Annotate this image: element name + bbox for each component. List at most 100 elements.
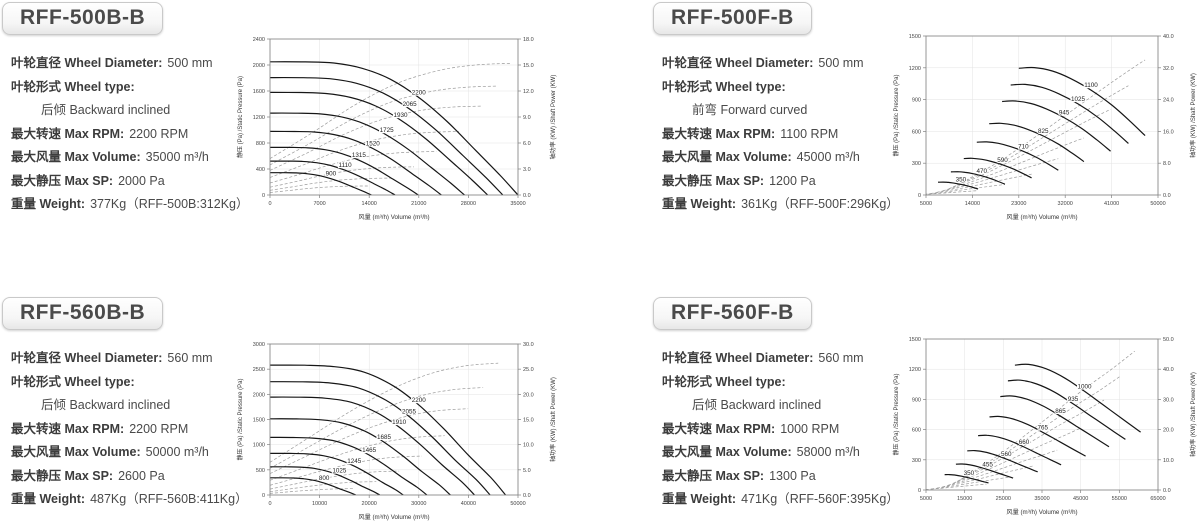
svg-text:710: 710 xyxy=(1018,143,1029,150)
svg-text:18.0: 18.0 xyxy=(523,37,534,43)
svg-text:15.0: 15.0 xyxy=(523,418,534,424)
spec-row-max-rpm: 最大转速 Max RPM: 1000 RPM xyxy=(662,418,899,442)
svg-text:1500: 1500 xyxy=(909,337,921,343)
performance-chart-rff-560b-b: 0 10000 20000 30000 40000 50000 0 500 1000 1500 20… xyxy=(234,335,560,525)
spec-label: 最大转速 Max RPM: xyxy=(11,421,125,436)
svg-text:轴功率 (KW) /Shaft Power (KW): 轴功率 (KW) /Shaft Power (KW) xyxy=(1189,73,1197,158)
spec-row-wheel-type: 叶轮形式 Wheel type: xyxy=(11,371,248,395)
spec-label: 叶轮直径 Wheel Diameter: xyxy=(11,56,163,70)
svg-text:1200: 1200 xyxy=(253,115,265,121)
spec-row-max-volume: 最大风量 Max Volume: 35000 m³/h xyxy=(11,146,249,170)
svg-text:16.0: 16.0 xyxy=(1163,129,1174,135)
svg-text:900: 900 xyxy=(326,171,337,178)
svg-text:560: 560 xyxy=(1001,451,1012,458)
svg-text:3.0: 3.0 xyxy=(523,167,531,173)
performance-chart-rff-560f-b: 5000 15000 25000 35000 45000 55000 65000 0 300 60… xyxy=(890,330,1200,520)
svg-text:2400: 2400 xyxy=(253,37,265,43)
spec-list: 叶轮直径 Wheel Diameter: 560 mm 叶轮形式 Wheel ty… xyxy=(11,347,248,512)
model-section-rff-560f-b: RFF-560F-B 叶轮直径 Wheel Diameter: 560 mm 叶轮… xyxy=(600,295,1200,525)
svg-text:470: 470 xyxy=(976,168,987,175)
svg-text:6.0: 6.0 xyxy=(523,141,531,147)
spec-label: 最大转速 Max RPM: xyxy=(662,126,776,141)
svg-text:590: 590 xyxy=(997,157,1008,164)
svg-text:800: 800 xyxy=(256,141,265,147)
svg-text:350: 350 xyxy=(964,470,975,477)
spec-label: 叶轮形式 Wheel type: xyxy=(662,374,786,389)
spec-value: 500 mm xyxy=(818,56,864,70)
spec-row-wheel-diameter: 叶轮直径 Wheel Diameter: 560 mm xyxy=(11,347,248,371)
spec-label: 重量 Weight: xyxy=(662,492,737,506)
spec-row-wheel-type-value: 后倾 Backward inclined xyxy=(662,394,899,418)
svg-text:65000: 65000 xyxy=(1150,496,1165,502)
spec-row-weight: 重量 Weight: 487Kg（RFF-560B:411Kg） xyxy=(11,488,248,512)
spec-value: 后倾 Backward inclined xyxy=(41,398,171,412)
spec-label: 叶轮形式 Wheel type: xyxy=(662,79,786,94)
model-badge: RFF-560F-B xyxy=(653,297,812,330)
spec-row-wheel-diameter: 叶轮直径 Wheel Diameter: 500 mm xyxy=(11,52,249,76)
spec-value: 50000 m³/h xyxy=(145,445,209,459)
svg-text:40000: 40000 xyxy=(461,501,476,507)
spec-value: 58000 m³/h xyxy=(796,445,860,459)
svg-text:轴功率 (KW) /Shaft Power (KW): 轴功率 (KW) /Shaft Power (KW) xyxy=(549,75,557,160)
svg-text:30000: 30000 xyxy=(411,501,426,507)
svg-text:14000: 14000 xyxy=(362,201,377,207)
svg-text:0.0: 0.0 xyxy=(1163,488,1171,494)
svg-text:2055: 2055 xyxy=(402,408,417,415)
spec-value: 1200 Pa xyxy=(769,173,816,188)
svg-text:400: 400 xyxy=(256,167,265,173)
spec-row-wheel-diameter: 叶轮直径 Wheel Diameter: 560 mm xyxy=(662,347,899,371)
svg-text:1100: 1100 xyxy=(1084,82,1098,89)
svg-text:0: 0 xyxy=(918,488,921,494)
svg-text:945: 945 xyxy=(1059,110,1070,117)
spec-label: 叶轮直径 Wheel Diameter: xyxy=(662,56,814,70)
spec-row-wheel-type-value: 后倾 Backward inclined xyxy=(11,99,249,123)
spec-label: 最大风量 Max Volume: xyxy=(662,150,792,164)
spec-value: 1100 RPM xyxy=(780,126,839,141)
svg-text:0.0: 0.0 xyxy=(1163,193,1171,199)
spec-value: 560 mm xyxy=(818,351,864,365)
svg-text:10.0: 10.0 xyxy=(1163,458,1174,464)
spec-row-weight: 重量 Weight: 471Kg（RFF-560F:395Kg） xyxy=(662,488,899,512)
svg-text:55000: 55000 xyxy=(1112,496,1127,502)
svg-text:8.0: 8.0 xyxy=(1163,161,1171,167)
svg-text:1025: 1025 xyxy=(1071,96,1086,103)
svg-text:40.0: 40.0 xyxy=(1163,367,1174,373)
svg-text:1930: 1930 xyxy=(394,112,409,119)
spec-row-wheel-type-value: 前弯 Forward curved xyxy=(662,99,899,123)
svg-text:300: 300 xyxy=(912,161,921,167)
svg-text:600: 600 xyxy=(912,428,921,434)
spec-row-max-rpm: 最大转速 Max RPM: 2200 RPM xyxy=(11,123,249,147)
svg-text:20.0: 20.0 xyxy=(1163,428,1174,434)
spec-row-max-rpm: 最大转速 Max RPM: 1100 RPM xyxy=(662,123,899,147)
spec-value: 471Kg（RFF-560F:395Kg） xyxy=(741,492,899,506)
model-badge: RFF-500F-B xyxy=(653,2,812,35)
svg-text:660: 660 xyxy=(1019,439,1030,446)
svg-text:350: 350 xyxy=(956,176,967,183)
performance-chart-rff-500f-b: 5000 14000 23000 32000 41000 50000 0 300 600 900 1… xyxy=(890,27,1200,225)
spec-value: 45000 m³/h xyxy=(796,150,860,164)
model-section-rff-500f-b: RFF-500F-B 叶轮直径 Wheel Diameter: 500 mm 叶轮… xyxy=(600,0,1200,262)
svg-text:935: 935 xyxy=(1068,396,1079,403)
spec-value: 377Kg（RFF-500B:312Kg） xyxy=(90,197,249,211)
spec-value: 1300 Pa xyxy=(769,468,816,483)
svg-text:轴功率 (KW) /Shaft Power (KW): 轴功率 (KW) /Shaft Power (KW) xyxy=(549,377,557,462)
spec-value: 361Kg（RFF-500F:296Kg） xyxy=(741,197,899,211)
svg-text:0.0: 0.0 xyxy=(523,493,531,499)
spec-value: 后倾 Backward inclined xyxy=(41,103,171,117)
spec-row-max-sp: 最大静压 Max SP: 2600 Pa xyxy=(11,465,248,489)
svg-text:10.0: 10.0 xyxy=(523,443,534,449)
svg-text:12.0: 12.0 xyxy=(523,89,534,95)
svg-text:1000: 1000 xyxy=(1078,383,1093,390)
spec-row-weight: 重量 Weight: 361Kg（RFF-500F:296Kg） xyxy=(662,193,899,217)
svg-text:455: 455 xyxy=(982,462,993,469)
svg-text:轴功率 (KW) /Shaft Power (KW): 轴功率 (KW) /Shaft Power (KW) xyxy=(1189,372,1197,457)
spec-label: 叶轮形式 Wheel type: xyxy=(11,79,135,94)
svg-text:2200: 2200 xyxy=(412,90,427,97)
svg-text:风量 (m³/h) Volume (m³/h): 风量 (m³/h) Volume (m³/h) xyxy=(358,514,429,521)
svg-text:24.0: 24.0 xyxy=(1163,98,1174,104)
svg-text:35000: 35000 xyxy=(510,201,525,207)
svg-text:25000: 25000 xyxy=(996,496,1011,502)
svg-text:1725: 1725 xyxy=(380,127,395,134)
spec-label: 最大风量 Max Volume: xyxy=(662,445,792,459)
spec-label: 最大风量 Max Volume: xyxy=(11,150,141,164)
